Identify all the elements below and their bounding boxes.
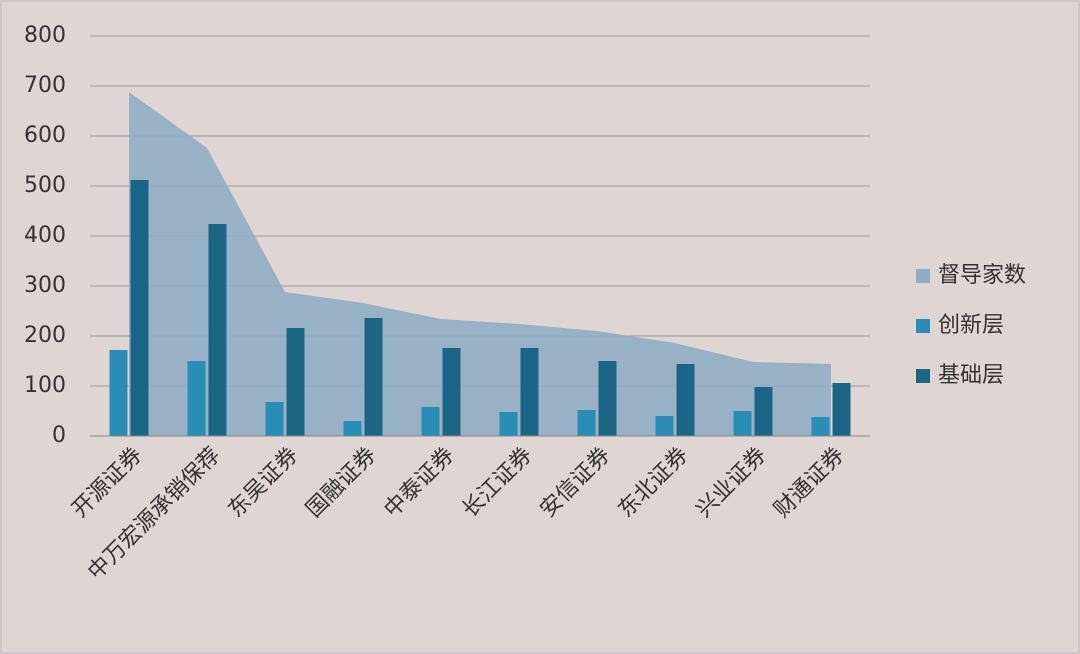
bar [208, 224, 227, 436]
legend-label: 创新层 [938, 313, 1004, 338]
bar [286, 328, 305, 436]
bar [442, 348, 461, 436]
bar [577, 410, 596, 436]
y-tick-label: 500 [24, 173, 66, 198]
bar [187, 361, 206, 436]
legend-label: 基础层 [938, 363, 1004, 388]
bar [655, 416, 674, 436]
bar [265, 402, 284, 436]
bar [499, 412, 518, 436]
legend-swatch [916, 269, 930, 283]
y-tick-label: 400 [24, 223, 66, 248]
bar [676, 364, 695, 436]
bar [520, 348, 539, 436]
bar [130, 180, 149, 436]
bar [811, 417, 830, 436]
y-tick-label: 600 [24, 123, 66, 148]
legend-label: 督导家数 [938, 263, 1026, 288]
bar [754, 387, 773, 436]
bar [343, 421, 362, 436]
y-tick-label: 700 [24, 73, 66, 98]
y-tick-label: 800 [24, 23, 66, 48]
bar [733, 411, 752, 436]
y-tick-label: 100 [24, 373, 66, 398]
bar [364, 318, 383, 436]
legend-swatch [916, 319, 930, 333]
legend-swatch [916, 369, 930, 383]
y-tick-label: 300 [24, 273, 66, 298]
bar [832, 383, 851, 436]
bar [109, 350, 128, 436]
bar [598, 361, 617, 436]
y-tick-label: 0 [52, 423, 66, 448]
y-tick-label: 200 [24, 323, 66, 348]
bar [421, 407, 440, 436]
